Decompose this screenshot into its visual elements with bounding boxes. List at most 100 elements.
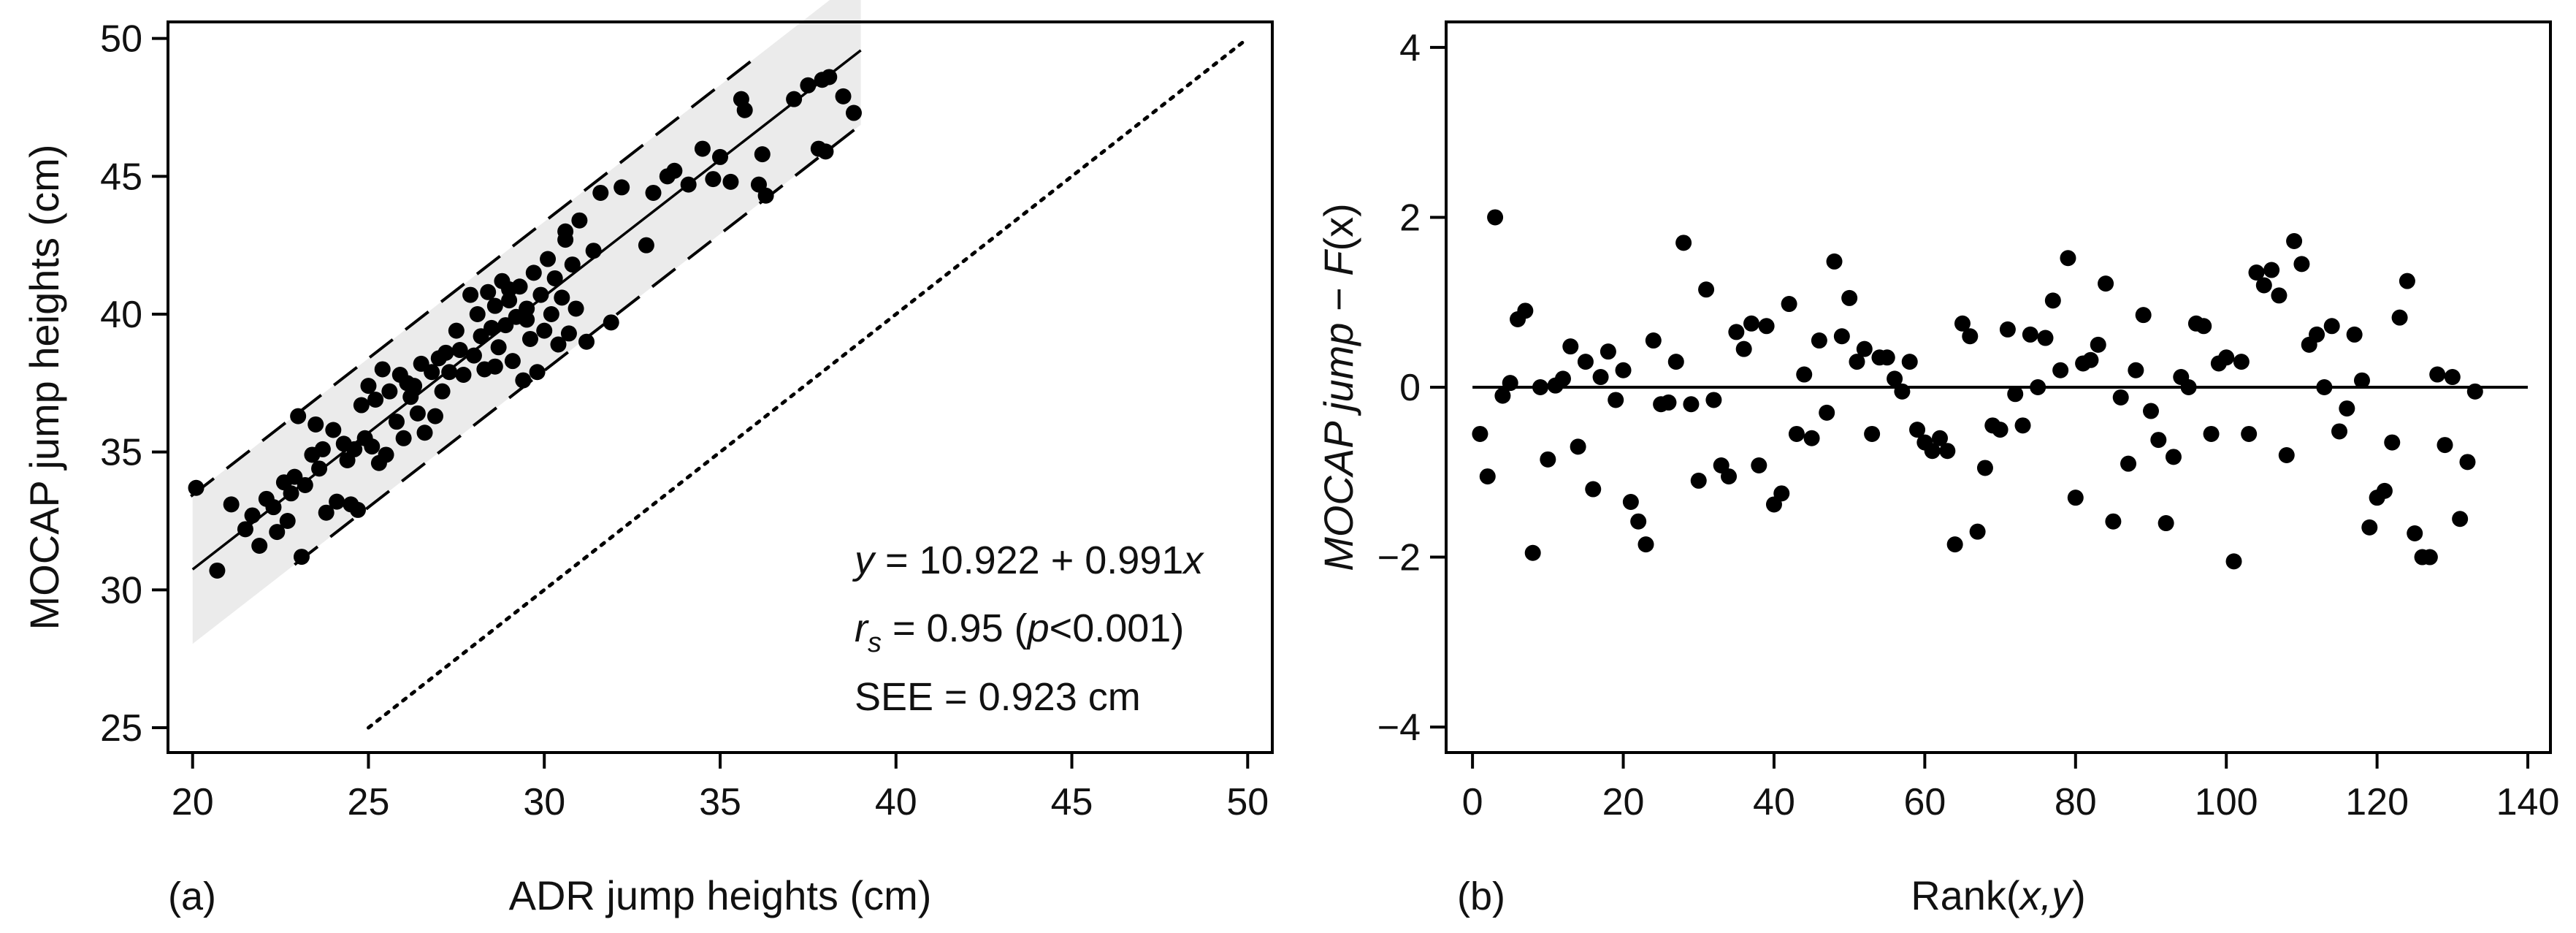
data-point [307,416,324,433]
data-point [448,322,465,339]
y-tick-label: 45 [100,156,142,198]
residual-point [2022,326,2038,343]
data-point [490,339,507,356]
x-tick-label: 25 [348,781,390,823]
residual-point [1622,493,1639,510]
residual-point [1954,315,1971,332]
x-tick-label: 40 [875,781,917,823]
data-point [434,383,451,400]
residual-point [1833,328,1850,345]
data-point [346,441,363,457]
data-point [406,378,423,395]
residual-point [2241,425,2258,442]
data-point [486,297,503,314]
data-point [603,314,619,331]
residual-point [1645,332,1662,349]
data-point [293,549,310,565]
data-point [578,333,595,350]
panel-b-y-axis-label: MOCAP jump − F(x) [1315,203,1361,571]
residual-point [2466,383,2483,400]
data-point [223,496,240,513]
data-point [680,176,697,193]
residual-point [1562,338,1579,355]
data-point [325,422,342,438]
data-point [845,104,862,121]
residual-point [1585,481,1602,498]
residual-point [2142,403,2159,419]
data-point [501,281,518,298]
residual-point [1946,536,1963,553]
x-tick-label: 140 [2496,781,2560,823]
residual-point [2158,515,2174,532]
data-point [469,306,486,322]
data-point [251,537,268,554]
data-point [705,171,722,188]
residual-point [2135,307,2152,324]
data-point [451,342,468,359]
residual-point [1675,235,1692,251]
residual-point [1592,369,1609,386]
residual-point [2255,277,2272,294]
data-point [279,513,296,530]
residual-point [2067,490,2084,506]
x-tick-label: 120 [2345,781,2409,823]
residual-point [1781,296,1797,313]
see-annotation: SEE = 0.923 cm [855,675,1141,719]
residual-point [1901,354,1918,370]
y-tick-label: 4 [1399,27,1421,69]
data-point [560,325,577,342]
data-point [480,283,497,300]
residual-point [2346,326,2363,343]
data-point [515,372,532,389]
residual-point [2007,386,2024,403]
residual-point [1826,253,1843,270]
residual-point [2112,389,2129,405]
residual-point [1502,375,1518,392]
data-point [529,364,546,381]
residual-point [2150,432,2167,449]
residual-point [2384,434,2401,451]
residual-point [1683,396,1700,413]
x-tick-label: 30 [523,781,565,823]
data-point [424,364,440,381]
data-point [571,212,588,229]
data-point [297,476,313,493]
y-tick-label: 50 [100,18,142,61]
residual-point [1637,536,1654,553]
data-point [519,300,535,317]
y-tick-label: −2 [1377,537,1421,579]
residual-point [2421,549,2438,565]
residual-point [1728,324,1745,340]
data-point [525,264,542,281]
data-point [521,330,538,347]
data-point [367,391,384,408]
data-point [427,408,443,424]
y-tick-label: 0 [1399,367,1421,409]
residual-point [2271,287,2288,304]
data-point [378,446,394,463]
residual-point [1667,354,1684,370]
residual-point [1999,321,2016,338]
data-point [567,300,584,317]
residual-point [1819,404,1835,421]
equation-annotation: y = 10.922 + 0.991x [852,538,1204,582]
residual-point [2278,447,2295,464]
upper-limit-line [190,56,757,498]
residual-point [2180,379,2197,395]
data-point [314,441,331,457]
data-point [540,251,557,267]
residual-point [2361,519,2378,536]
residual-point [2407,525,2423,541]
residual-point [2014,417,2031,434]
residual-point [2120,455,2137,472]
data-point [416,424,433,441]
data-point [554,289,570,306]
data-point [564,256,581,273]
residual-point [1751,457,1767,473]
residual-point [2233,354,2250,370]
data-point [736,102,753,118]
residual-point [2263,262,2280,278]
data-point [835,88,852,104]
data-point [645,184,662,201]
data-point [800,77,817,94]
